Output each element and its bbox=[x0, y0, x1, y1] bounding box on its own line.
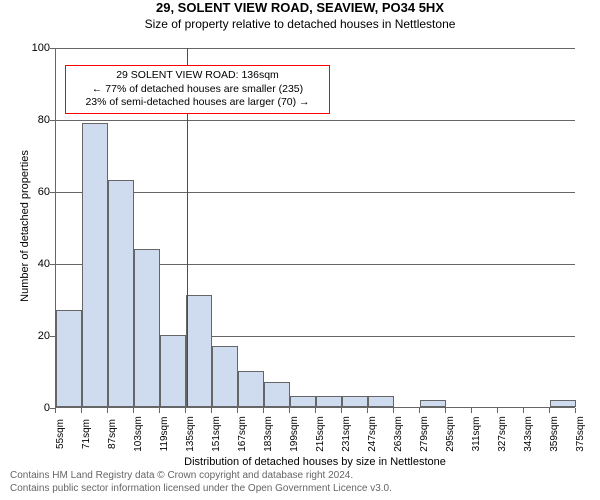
xtick-label: 151sqm bbox=[211, 414, 222, 454]
xtick-mark bbox=[315, 408, 316, 413]
bar bbox=[212, 346, 238, 407]
footer-line: Contains HM Land Registry data © Crown c… bbox=[10, 469, 392, 482]
bar bbox=[550, 400, 576, 407]
xtick-label: 263sqm bbox=[393, 414, 404, 454]
xtick-label: 199sqm bbox=[289, 414, 300, 454]
bar bbox=[160, 335, 186, 407]
xtick-label: 215sqm bbox=[315, 414, 326, 454]
ytick-mark bbox=[50, 264, 55, 265]
xtick-label: 119sqm bbox=[159, 414, 170, 454]
xtick-label: 311sqm bbox=[471, 414, 482, 454]
xtick-mark bbox=[211, 408, 212, 413]
xtick-mark bbox=[445, 408, 446, 413]
y-axis-label: Number of detached properties bbox=[19, 136, 31, 316]
ytick-mark bbox=[50, 192, 55, 193]
xtick-label: 71sqm bbox=[81, 414, 92, 454]
annotation-line: ← 77% of detached houses are smaller (23… bbox=[74, 83, 321, 97]
ytick-mark bbox=[50, 120, 55, 121]
xtick-mark bbox=[471, 408, 472, 413]
xtick-label: 183sqm bbox=[263, 414, 274, 454]
xtick-mark bbox=[159, 408, 160, 413]
xtick-mark bbox=[237, 408, 238, 413]
ytick-label: 20 bbox=[20, 330, 50, 342]
xtick-mark bbox=[419, 408, 420, 413]
xtick-label: 103sqm bbox=[133, 414, 144, 454]
bar bbox=[134, 249, 160, 407]
xtick-label: 343sqm bbox=[523, 414, 534, 454]
annotation-box: 29 SOLENT VIEW ROAD: 136sqm ← 77% of det… bbox=[65, 65, 330, 114]
ytick-label: 0 bbox=[20, 402, 50, 414]
footer-attribution: Contains HM Land Registry data © Crown c… bbox=[10, 469, 392, 495]
xtick-label: 135sqm bbox=[185, 414, 196, 454]
xtick-mark bbox=[133, 408, 134, 413]
x-axis-label: Distribution of detached houses by size … bbox=[55, 456, 575, 468]
ytick-label: 100 bbox=[20, 42, 50, 54]
xtick-mark bbox=[367, 408, 368, 413]
xtick-mark bbox=[263, 408, 264, 413]
bar bbox=[264, 382, 290, 407]
xtick-label: 247sqm bbox=[367, 414, 378, 454]
gridline bbox=[56, 48, 575, 49]
footer-line: Contains public sector information licen… bbox=[10, 482, 392, 495]
xtick-mark bbox=[523, 408, 524, 413]
xtick-mark bbox=[55, 408, 56, 413]
xtick-mark bbox=[575, 408, 576, 413]
bar bbox=[316, 396, 342, 407]
ytick-label: 80 bbox=[20, 114, 50, 126]
chart-title: 29, SOLENT VIEW ROAD, SEAVIEW, PO34 5HX bbox=[0, 0, 600, 15]
xtick-mark bbox=[107, 408, 108, 413]
xtick-label: 327sqm bbox=[497, 414, 508, 454]
bar bbox=[420, 400, 446, 407]
ytick-mark bbox=[50, 336, 55, 337]
xtick-label: 295sqm bbox=[445, 414, 456, 454]
xtick-mark bbox=[497, 408, 498, 413]
bar bbox=[238, 371, 264, 407]
bar bbox=[342, 396, 368, 407]
xtick-label: 375sqm bbox=[575, 414, 586, 454]
xtick-mark bbox=[393, 408, 394, 413]
xtick-mark bbox=[549, 408, 550, 413]
bar bbox=[186, 295, 212, 407]
bar bbox=[368, 396, 394, 407]
annotation-line: 23% of semi-detached houses are larger (… bbox=[74, 96, 321, 110]
bar bbox=[108, 180, 134, 407]
xtick-label: 359sqm bbox=[549, 414, 560, 454]
bar bbox=[82, 123, 108, 407]
xtick-mark bbox=[341, 408, 342, 413]
annotation-line: 29 SOLENT VIEW ROAD: 136sqm bbox=[74, 69, 321, 83]
xtick-mark bbox=[185, 408, 186, 413]
gridline bbox=[56, 120, 575, 121]
ytick-mark bbox=[50, 48, 55, 49]
xtick-label: 55sqm bbox=[55, 414, 66, 454]
xtick-label: 231sqm bbox=[341, 414, 352, 454]
bar bbox=[290, 396, 316, 407]
xtick-label: 279sqm bbox=[419, 414, 430, 454]
chart-subtitle: Size of property relative to detached ho… bbox=[0, 17, 600, 31]
xtick-label: 167sqm bbox=[237, 414, 248, 454]
xtick-label: 87sqm bbox=[107, 414, 118, 454]
bar bbox=[56, 310, 82, 407]
xtick-mark bbox=[81, 408, 82, 413]
xtick-mark bbox=[289, 408, 290, 413]
